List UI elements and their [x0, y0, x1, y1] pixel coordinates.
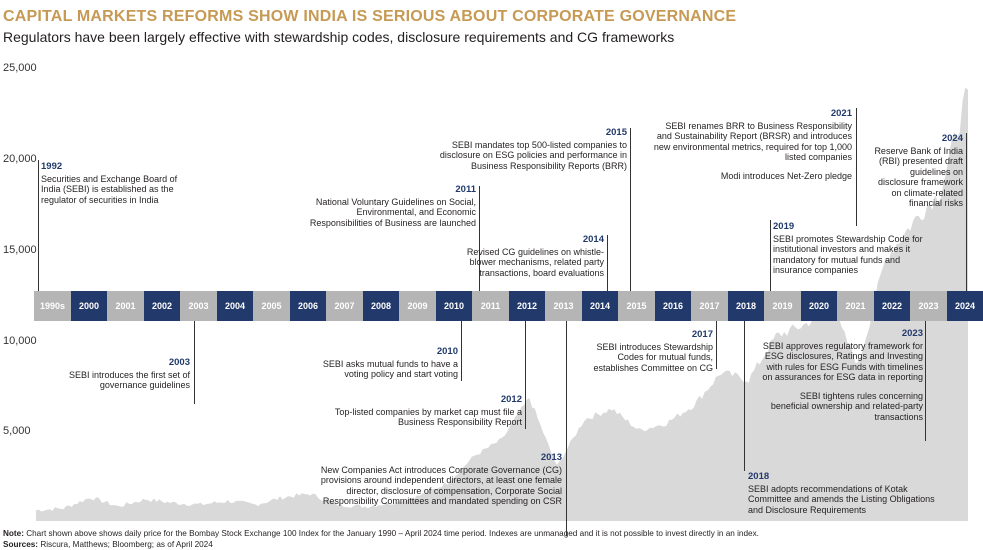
- timeline-year-2024: 2024: [946, 291, 983, 321]
- leader-line: [716, 321, 717, 369]
- annotation-2017: 2017 SEBI introduces Stewardship Codes f…: [582, 329, 713, 373]
- annotation-text: SEBI asks mutual funds to have a voting …: [322, 358, 458, 380]
- y-tick-label: 10,000: [3, 335, 37, 347]
- annotation-text: SEBI approves regulatory framework for E…: [762, 340, 923, 383]
- annotation-text: Securities and Exchange Board of India (…: [41, 173, 178, 205]
- annotation-2011: 2011 National Voluntary Guidelines on So…: [292, 184, 476, 228]
- timeline-year-2016: 2016: [654, 291, 692, 321]
- leader-line: [607, 235, 608, 291]
- timeline-year-2019: 2019: [764, 291, 801, 321]
- timeline-year-2010: 2010: [435, 291, 473, 321]
- annotation-year: 2024: [941, 133, 963, 144]
- timeline-year-2011: 2011: [472, 291, 509, 321]
- leader-line: [925, 321, 926, 441]
- annotation-year: 2019: [773, 221, 795, 232]
- timeline-year-2021: 2021: [837, 291, 874, 321]
- annotation-year: 2013: [540, 452, 562, 463]
- leader-line: [461, 321, 462, 381]
- timeline-year-2014: 2014: [581, 291, 619, 321]
- leader-line: [856, 108, 857, 226]
- timeline-year-2002: 2002: [143, 291, 181, 321]
- note-label: Note:: [3, 529, 24, 538]
- timeline-year-2003: 2003: [180, 291, 217, 321]
- timeline-year-1990s: 1990s: [34, 291, 71, 321]
- index-area-series: [36, 87, 968, 522]
- annotation-year: 2023: [901, 328, 923, 339]
- annotation-text: SEBI introduces the first set of governa…: [68, 369, 190, 391]
- timeline-year-2004: 2004: [216, 291, 254, 321]
- bse100-area-chart: [36, 87, 968, 522]
- annotation-year: 2021: [830, 108, 852, 119]
- sources-label: Sources:: [3, 540, 39, 549]
- annotation-2010: 2010 SEBI asks mutual funds to have a vo…: [300, 346, 458, 380]
- annotation-year: 2012: [500, 394, 522, 405]
- annotation-text: SEBI adopts recommendations of Kotak Com…: [748, 483, 935, 515]
- timeline-year-2000: 2000: [70, 291, 108, 321]
- timeline-year-2023: 2023: [910, 291, 947, 321]
- annotation-2023: 2023 SEBI approves regulatory framework …: [760, 328, 923, 422]
- annotation-2019: 2019 SEBI promotes Stewardship Code for …: [773, 221, 929, 276]
- sources-text: Riscura, Matthews; Bloomberg; as of Apri…: [38, 540, 213, 549]
- leader-line: [770, 220, 771, 291]
- annotation-text: Reserve Bank of India (RBI) presented dr…: [874, 145, 963, 209]
- annotation-year: 2011: [455, 184, 476, 195]
- annotation-text: SEBI promotes Stewardship Code for insti…: [773, 233, 923, 276]
- sources: Sources: Riscura, Matthews; Bloomberg; a…: [3, 540, 213, 549]
- leader-line: [630, 128, 631, 291]
- leader-line: [38, 160, 39, 291]
- annotation-2013: 2013 New Companies Act introduces Corpor…: [296, 452, 562, 507]
- leader-line: [194, 321, 195, 404]
- timeline-year-2022: 2022: [873, 291, 911, 321]
- leader-line: [966, 133, 967, 291]
- note-text: Chart shown above shows daily price for …: [23, 529, 759, 538]
- y-tick-label: 25,000: [3, 62, 37, 74]
- annotation-2012: 2012 Top-listed companies by market cap …: [330, 394, 522, 428]
- annotation-year: 2010: [436, 346, 458, 357]
- timeline-year-2009: 2009: [399, 291, 436, 321]
- annotation-year: 1992: [41, 161, 63, 172]
- timeline-year-2006: 2006: [289, 291, 327, 321]
- annotation-text: SEBI introduces Stewardship Codes for mu…: [593, 341, 713, 373]
- annotation-text: SEBI renames BRR to Business Responsibil…: [653, 120, 852, 163]
- y-tick-label: 20,000: [3, 153, 37, 165]
- annotation-2003: 2003 SEBI introduces the first set of go…: [60, 357, 190, 391]
- annotation-year: 2018: [748, 471, 770, 482]
- annotation-text: Top-listed companies by market cap must …: [334, 406, 522, 428]
- annotation-2014: 2014 Revised CG guidelines on whistle-bl…: [448, 234, 604, 278]
- annotation-1992: 1992 Securities and Exchange Board of In…: [41, 161, 181, 205]
- timeline-year-2005: 2005: [253, 291, 290, 321]
- leader-line: [566, 321, 567, 536]
- annotation-year: 2003: [168, 357, 190, 368]
- annotation-year: 2017: [691, 329, 713, 340]
- timeline-year-2001: 2001: [107, 291, 144, 321]
- timeline-year-2007: 2007: [326, 291, 363, 321]
- footnote: Note: Chart shown above shows daily pric…: [3, 529, 759, 538]
- annotation-text: Revised CG guidelines on whistle-blower …: [466, 246, 604, 278]
- timeline-year-2018: 2018: [727, 291, 765, 321]
- annotation-text: National Voluntary Guidelines on Social,…: [309, 196, 476, 228]
- annotation-text: New Companies Act introduces Corporate G…: [320, 464, 562, 507]
- timeline-year-2020: 2020: [800, 291, 838, 321]
- annotation-2015: 2015 SEBI mandates top 500-listed compan…: [432, 127, 627, 171]
- annotation-year: 2015: [605, 127, 627, 138]
- timeline-year-2015: 2015: [618, 291, 655, 321]
- annotation-2021: 2021 SEBI renames BRR to Business Respon…: [648, 108, 852, 181]
- timeline-year-2012: 2012: [508, 291, 546, 321]
- chart-subtitle: Regulators have been largely effective w…: [3, 29, 675, 45]
- annotation-2024: 2024 Reserve Bank of India (RBI) present…: [874, 133, 963, 209]
- annotation-text: SEBI mandates top 500-listed companies t…: [439, 139, 627, 171]
- annotation-year: 2014: [582, 234, 604, 245]
- annotation-2018: 2018 SEBI adopts recommendations of Kota…: [748, 471, 938, 515]
- y-tick-label: 5,000: [3, 425, 31, 437]
- leader-line: [525, 321, 526, 429]
- timeline-year-2017: 2017: [691, 291, 728, 321]
- timeline-year-2013: 2013: [545, 291, 582, 321]
- leader-line: [744, 321, 745, 471]
- y-tick-label: 15,000: [3, 244, 37, 256]
- annotation-text-secondary: SEBI tightens rules concerning beneficia…: [770, 390, 923, 422]
- leader-line: [479, 186, 480, 291]
- timeline-year-2008: 2008: [362, 291, 400, 321]
- chart-title: CAPITAL MARKETS REFORMS SHOW INDIA IS SE…: [3, 8, 737, 25]
- annotation-text-secondary: Modi introduces Net-Zero pledge: [720, 170, 852, 181]
